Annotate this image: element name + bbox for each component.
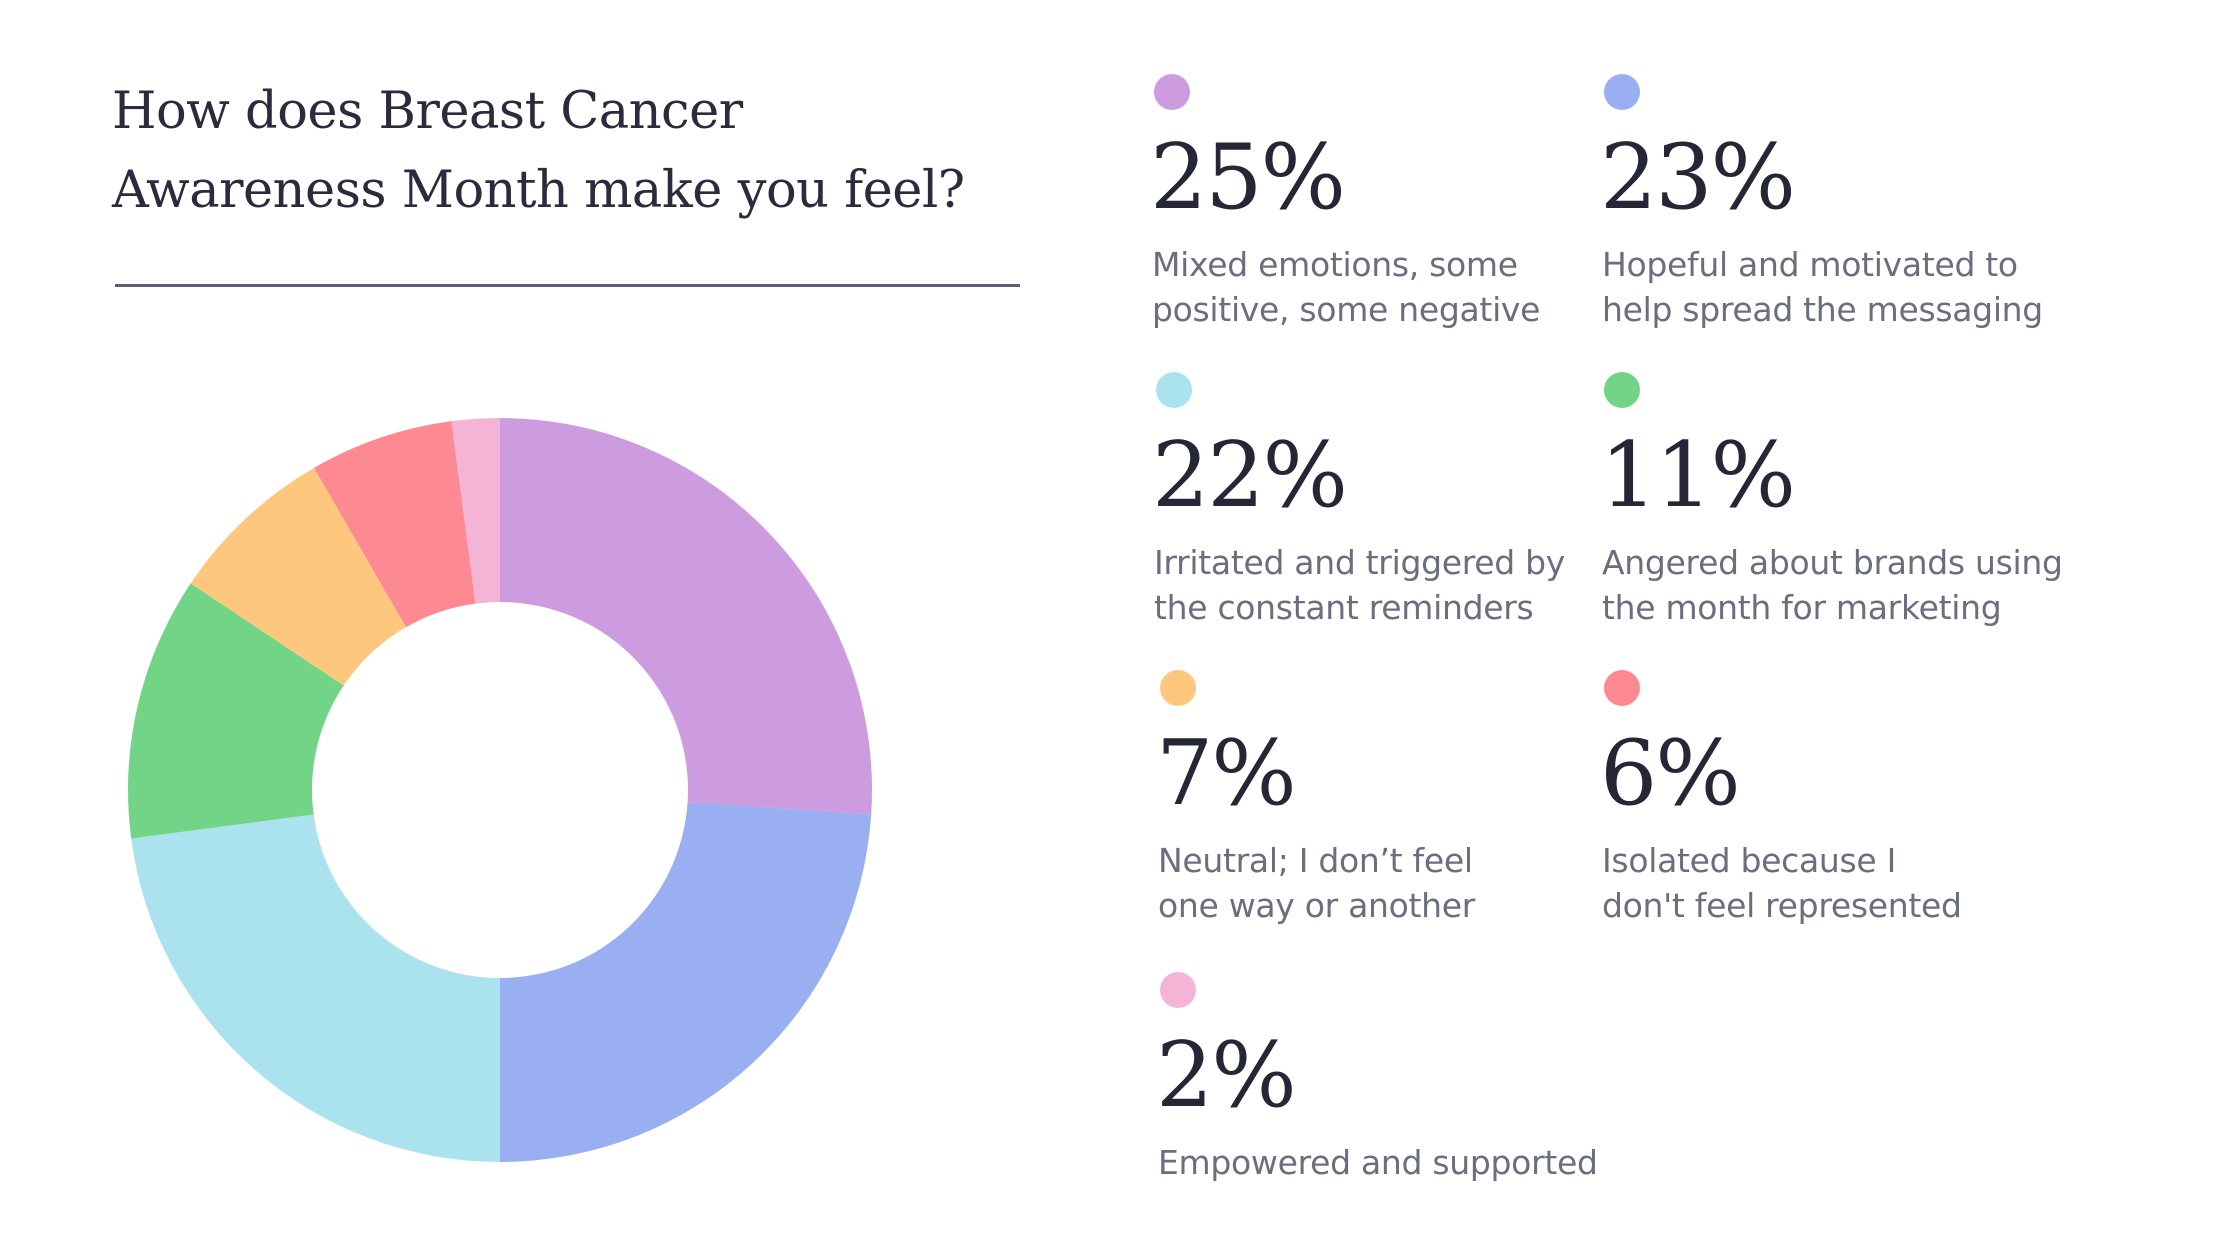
legend-percentage: 11% bbox=[1600, 423, 1796, 528]
red-dot-icon bbox=[1604, 670, 1640, 706]
donut-slice-7 bbox=[451, 418, 500, 604]
donut-slice-5 bbox=[190, 467, 406, 686]
legend-percentage: 23% bbox=[1600, 125, 1796, 230]
donut-slice-6 bbox=[314, 421, 476, 628]
legend-percentage: 2% bbox=[1156, 1023, 1297, 1128]
legend-label: Neutral; I don’t feel one way or another bbox=[1158, 838, 1638, 928]
donut-slice-4 bbox=[128, 583, 344, 839]
legend-label-line: help spread the messaging bbox=[1602, 290, 2043, 329]
orange-dot-icon bbox=[1160, 670, 1196, 706]
legend-label: Mixed emotions, some positive, some negat… bbox=[1152, 242, 1632, 332]
legend-label-line: one way or another bbox=[1158, 886, 1476, 925]
blue-dot-icon bbox=[1604, 74, 1640, 110]
legend-label: Isolated because I don't feel represented bbox=[1602, 838, 2082, 928]
legend-label-line: don't feel represented bbox=[1602, 886, 1962, 925]
legend-label-line: the month for marketing bbox=[1602, 588, 2002, 627]
legend-percentage: 22% bbox=[1152, 423, 1348, 528]
legend-label: Angered about brands using the month for … bbox=[1602, 540, 2082, 630]
legend-label-line: Isolated because I bbox=[1602, 841, 1897, 880]
donut-slice-1 bbox=[500, 418, 872, 815]
title-line-1: How does Breast Cancer bbox=[112, 82, 743, 141]
light-blue-dot-icon bbox=[1156, 372, 1192, 408]
legend-label-line: Irritated and triggered by bbox=[1154, 543, 1566, 582]
legend-label-line: Mixed emotions, some bbox=[1152, 245, 1518, 284]
legend-label-line: positive, some negative bbox=[1152, 290, 1541, 329]
legend-label: Empowered and supported bbox=[1158, 1140, 1638, 1185]
legend-label: Irritated and triggered by the constant r… bbox=[1154, 540, 1634, 630]
legend-label-line: Empowered and supported bbox=[1158, 1143, 1598, 1182]
legend-label-line: Hopeful and motivated to bbox=[1602, 245, 2018, 284]
donut-slice-3 bbox=[131, 814, 501, 1162]
donut-chart bbox=[128, 418, 872, 1162]
purple-dot-icon bbox=[1154, 74, 1190, 110]
title-line-2: Awareness Month make you feel? bbox=[112, 161, 965, 220]
legend-label-line: Neutral; I don’t feel bbox=[1158, 841, 1473, 880]
legend-label: Hopeful and motivated to help spread the … bbox=[1602, 242, 2082, 332]
donut-slice-2 bbox=[500, 802, 872, 1162]
chart-title: How does Breast Cancer Awareness Month m… bbox=[112, 72, 1012, 230]
title-divider bbox=[115, 284, 1020, 287]
green-dot-icon bbox=[1604, 372, 1640, 408]
legend-percentage: 7% bbox=[1156, 721, 1297, 826]
legend-label-line: the constant reminders bbox=[1154, 588, 1534, 627]
legend-percentage: 6% bbox=[1600, 721, 1741, 826]
pink-dot-icon bbox=[1160, 972, 1196, 1008]
legend-percentage: 25% bbox=[1150, 125, 1346, 230]
legend-label-line: Angered about brands using bbox=[1602, 543, 2063, 582]
